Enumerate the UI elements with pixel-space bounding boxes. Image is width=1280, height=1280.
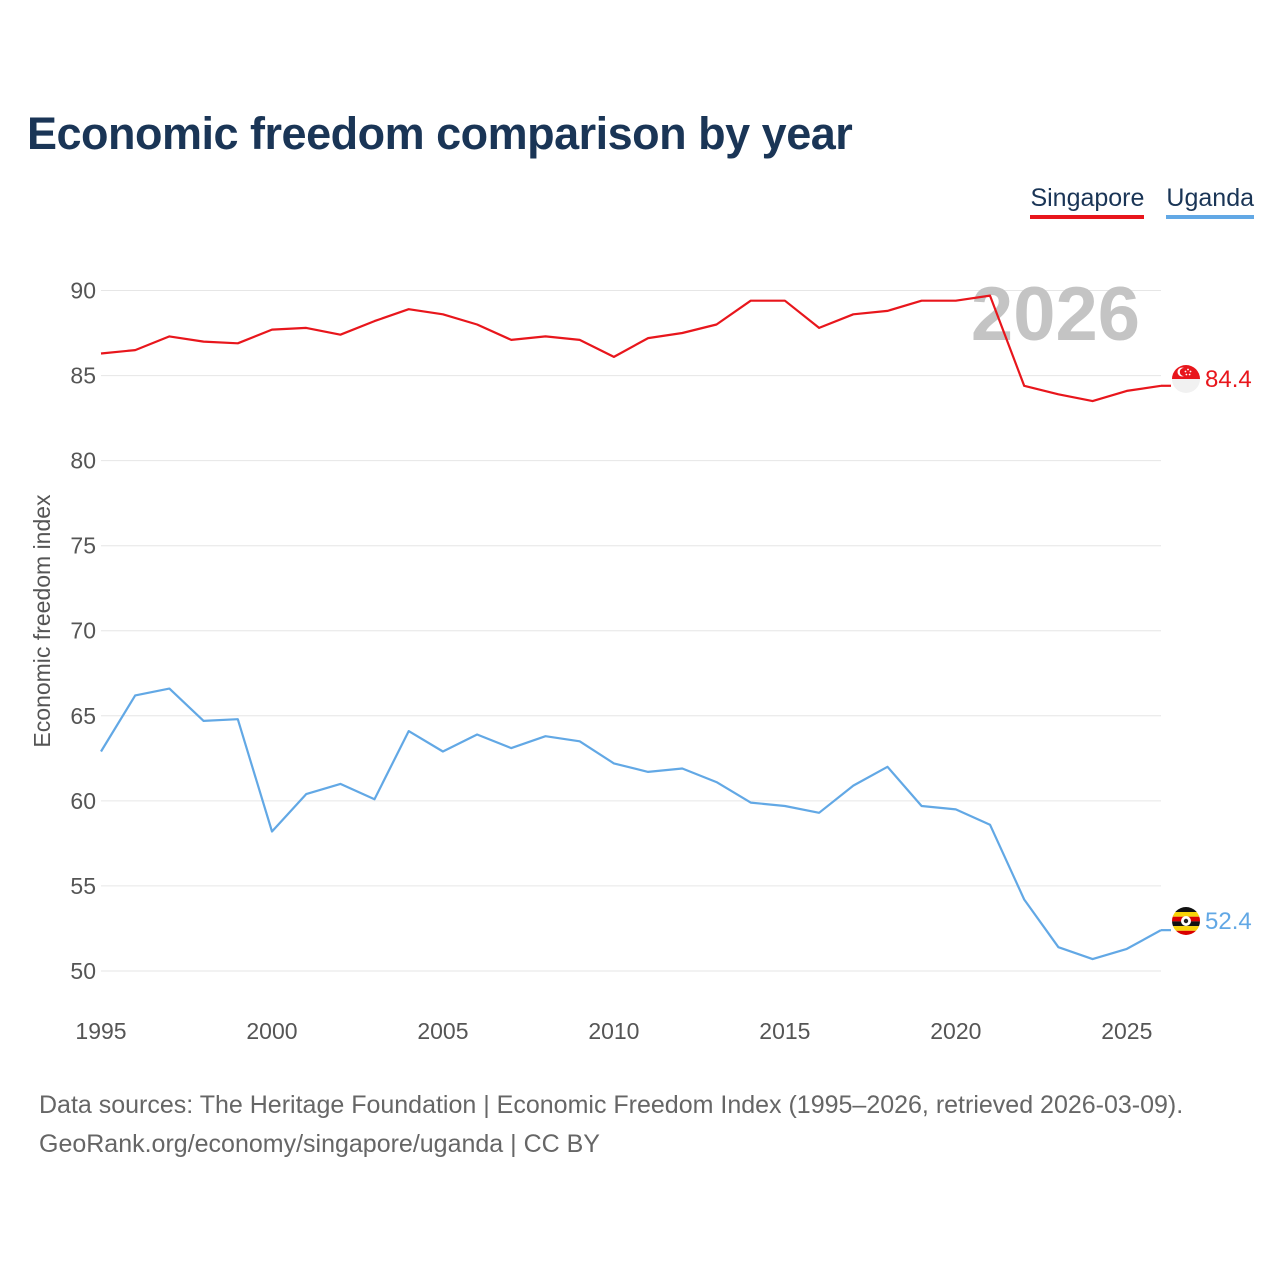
year-watermark: 2026	[971, 272, 1140, 357]
uganda-series-line[interactable]	[100, 687, 1162, 961]
y-axis-ticks: 50 55 60 65 70 75 80 85 90	[70, 278, 96, 984]
series-lines	[100, 294, 1171, 961]
y-axis-label: Economic freedom index	[29, 494, 55, 748]
y-tick-label: 85	[70, 363, 96, 389]
singapore-series-line[interactable]	[100, 294, 1162, 403]
x-tick-label: 2015	[759, 1018, 810, 1044]
x-tick-label: 2010	[588, 1018, 639, 1044]
y-tick-label: 55	[70, 873, 96, 899]
x-tick-label: 2005	[417, 1018, 468, 1044]
y-tick-label: 80	[70, 448, 96, 474]
y-tick-label: 65	[70, 703, 96, 729]
x-tick-label: 2000	[246, 1018, 297, 1044]
grid-lines	[101, 290, 1161, 972]
legend-item-singapore[interactable]: Singapore	[1030, 184, 1145, 219]
y-tick-label: 90	[70, 278, 96, 304]
legend-item-uganda[interactable]: Uganda	[1166, 184, 1254, 219]
data-sources: Data sources: The Heritage Foundation | …	[39, 1091, 1184, 1119]
chart-title: Economic freedom comparison by year	[27, 108, 853, 159]
x-tick-label: 2020	[930, 1018, 981, 1044]
credit-link[interactable]: GeoRank.org/economy/singapore/uganda | C…	[39, 1130, 600, 1158]
y-tick-label: 50	[70, 958, 96, 984]
y-tick-label: 60	[70, 788, 96, 814]
x-axis-ticks: 1995 2000 2005 2010 2015 2020 2025	[75, 1018, 1152, 1044]
legend: Singapore Uganda	[1030, 184, 1254, 219]
uganda-end-value: 52.4	[1205, 908, 1252, 935]
y-tick-label: 70	[70, 618, 96, 644]
x-tick-label: 2025	[1101, 1018, 1152, 1044]
uganda-flag-icon	[1172, 907, 1200, 935]
y-tick-label: 75	[70, 533, 96, 559]
x-tick-label: 1995	[75, 1018, 126, 1044]
singapore-end-value: 84.4	[1205, 366, 1252, 393]
singapore-flag-icon	[1172, 365, 1200, 393]
footer: Data sources: The Heritage Foundation | …	[39, 1086, 1183, 1164]
